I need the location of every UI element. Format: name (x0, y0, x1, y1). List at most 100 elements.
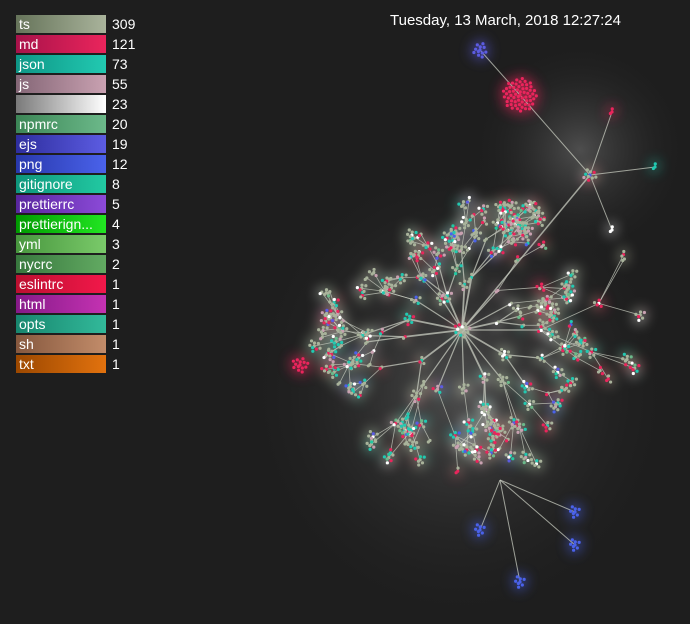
file-node (482, 525, 486, 529)
file-node (422, 379, 426, 384)
file-node (507, 459, 511, 463)
file-node (449, 228, 453, 232)
file-node (582, 175, 586, 180)
file-node (532, 97, 536, 101)
file-node (499, 211, 503, 215)
file-node (294, 362, 298, 366)
file-node (531, 102, 535, 106)
file-node (514, 579, 518, 583)
file-node (467, 280, 471, 284)
file-node (453, 240, 457, 244)
file-node (565, 350, 569, 354)
file-node (398, 281, 403, 285)
file-node (513, 424, 517, 429)
file-node (484, 50, 488, 54)
edge (373, 332, 383, 351)
file-node (499, 380, 503, 384)
file-node (396, 419, 400, 424)
file-node (505, 228, 509, 233)
file-node (333, 366, 337, 370)
file-node (504, 453, 508, 457)
file-node (382, 455, 387, 459)
file-node (378, 332, 383, 336)
file-node (347, 386, 351, 390)
file-node (458, 249, 462, 253)
file-node (496, 448, 500, 452)
file-node (370, 440, 374, 444)
file-node (541, 423, 545, 427)
file-node (528, 94, 532, 98)
file-node (422, 361, 426, 366)
file-node (542, 218, 546, 222)
file-node (518, 577, 522, 581)
file-node (473, 433, 477, 437)
file-node (629, 355, 633, 359)
file-node (538, 318, 542, 322)
file-node (359, 295, 363, 299)
file-node (424, 273, 428, 278)
file-node (432, 250, 436, 254)
file-node (625, 354, 629, 358)
file-node (442, 253, 446, 257)
file-node (339, 334, 343, 339)
file-node (494, 426, 498, 430)
file-node (477, 206, 481, 210)
file-node (523, 427, 527, 431)
file-node (638, 310, 643, 314)
edge (461, 277, 473, 331)
file-node (456, 441, 460, 445)
file-node (462, 443, 466, 447)
file-node (490, 428, 494, 433)
file-node (487, 446, 491, 450)
file-node (537, 299, 541, 303)
file-node (608, 111, 612, 116)
file-node (488, 432, 492, 436)
file-node (480, 212, 484, 216)
edge (470, 238, 487, 278)
file-node (359, 335, 363, 339)
edge (409, 318, 463, 331)
file-node (530, 461, 534, 465)
file-node (548, 306, 553, 311)
file-node (516, 213, 520, 217)
file-node (459, 231, 464, 235)
file-node (575, 513, 579, 517)
file-node (406, 319, 410, 323)
file-node (510, 81, 515, 85)
file-node (330, 372, 335, 376)
file-node (418, 455, 422, 459)
file-node (330, 302, 335, 306)
file-node (503, 203, 507, 207)
file-node (546, 421, 550, 425)
file-node (538, 358, 542, 362)
file-node (340, 340, 344, 345)
file-node (431, 387, 435, 391)
file-node (653, 162, 657, 166)
file-node (453, 324, 458, 328)
file-node (416, 445, 420, 449)
file-node (556, 408, 560, 412)
file-node (420, 419, 424, 423)
file-node (359, 359, 363, 363)
file-node (355, 357, 359, 362)
file-node (358, 288, 362, 292)
file-node (523, 401, 527, 406)
file-node (513, 214, 517, 218)
file-node (472, 457, 477, 461)
edge (519, 427, 527, 458)
file-node (449, 232, 453, 236)
file-node (491, 443, 495, 448)
file-node (398, 429, 402, 433)
file-node (372, 267, 376, 272)
file-node (316, 341, 320, 346)
file-node (454, 471, 458, 475)
file-node (481, 42, 485, 46)
file-node (406, 432, 410, 436)
file-node (469, 435, 473, 439)
edge (364, 366, 383, 384)
file-node (590, 176, 594, 180)
file-node (515, 220, 519, 225)
edge (498, 321, 524, 326)
file-node (370, 350, 374, 354)
file-node (536, 322, 540, 327)
